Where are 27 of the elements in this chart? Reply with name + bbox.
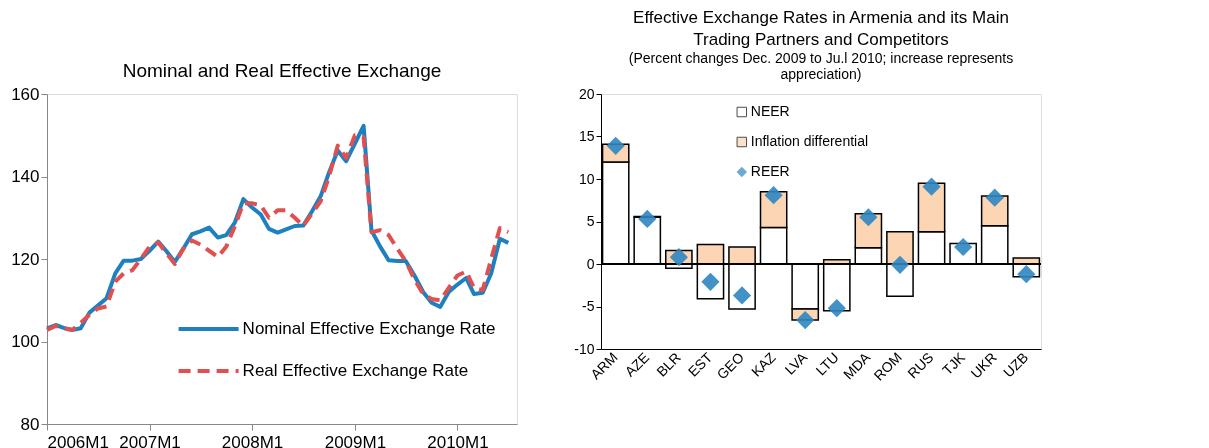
y-tick-label: 160: [11, 84, 40, 104]
x-tick-label: TJK: [939, 348, 969, 379]
y-tick-label: -10: [574, 340, 595, 357]
y-tick-label: -5: [582, 298, 595, 314]
y-tick-label: 0: [586, 255, 595, 272]
legend-label: Nominal Effective Exchange Rate: [242, 319, 496, 338]
legend-label: Real Effective Exchange Rate: [242, 361, 469, 380]
y-tick-label: 140: [11, 167, 40, 186]
legend-label: NEER: [750, 103, 790, 119]
legend-label: Inflation differential: [750, 133, 869, 149]
y-tick-label: 5: [586, 213, 595, 229]
x-tick-label: 2007M1: [119, 432, 181, 448]
x-tick-label: LVA: [781, 348, 811, 378]
y-tick-label: 15: [578, 128, 595, 144]
y-tick-label: 80: [20, 414, 40, 434]
y-tick-label: 100: [11, 332, 40, 351]
y-tick-label: 10: [578, 170, 595, 187]
y-tick-label: 20: [578, 85, 595, 102]
chart-title: Effective Exchange Rates in Armenia and its Main Trading Partners and Competitors: [633, 8, 1009, 49]
chart-title: Nominal and Real Effective Exchange: [122, 60, 442, 81]
y-tick-label: 120: [11, 249, 40, 269]
legend-label: REER: [750, 163, 790, 179]
x-tick-label: 2006M1: [47, 432, 109, 448]
chart-subtitle: (Percent changes Dec. 2009 to Ju.l 2010; increase represents appreciation): [628, 50, 1014, 82]
x-tick-label: 2008M1: [221, 432, 284, 448]
x-tick-label: 2010M1: [427, 432, 489, 448]
x-tick-label: 2009M1: [324, 432, 387, 448]
